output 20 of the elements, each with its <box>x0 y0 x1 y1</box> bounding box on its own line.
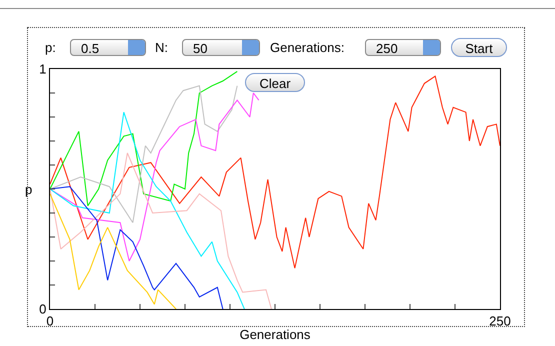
line-series <box>50 193 176 309</box>
line-series <box>50 92 260 262</box>
x-tick-label: 250 <box>489 314 511 329</box>
line-series <box>50 85 238 224</box>
dropdown: 50 <box>182 39 260 56</box>
text: N: <box>155 40 168 55</box>
line-series <box>50 186 224 309</box>
line-series <box>50 70 238 206</box>
line-series <box>50 152 272 309</box>
dropdown: 250 <box>365 39 441 56</box>
x-axis-title: Generations <box>240 327 311 342</box>
y-axis-title: p <box>25 182 32 197</box>
line-series <box>50 76 500 269</box>
button: Start <box>451 38 507 57</box>
dropdown: 0.5 <box>70 39 146 56</box>
line-series <box>50 112 245 309</box>
button: Clear <box>245 73 305 92</box>
text: p: <box>45 40 56 55</box>
text: Generations: <box>270 40 344 55</box>
y-tick-label: 1 <box>39 62 46 77</box>
